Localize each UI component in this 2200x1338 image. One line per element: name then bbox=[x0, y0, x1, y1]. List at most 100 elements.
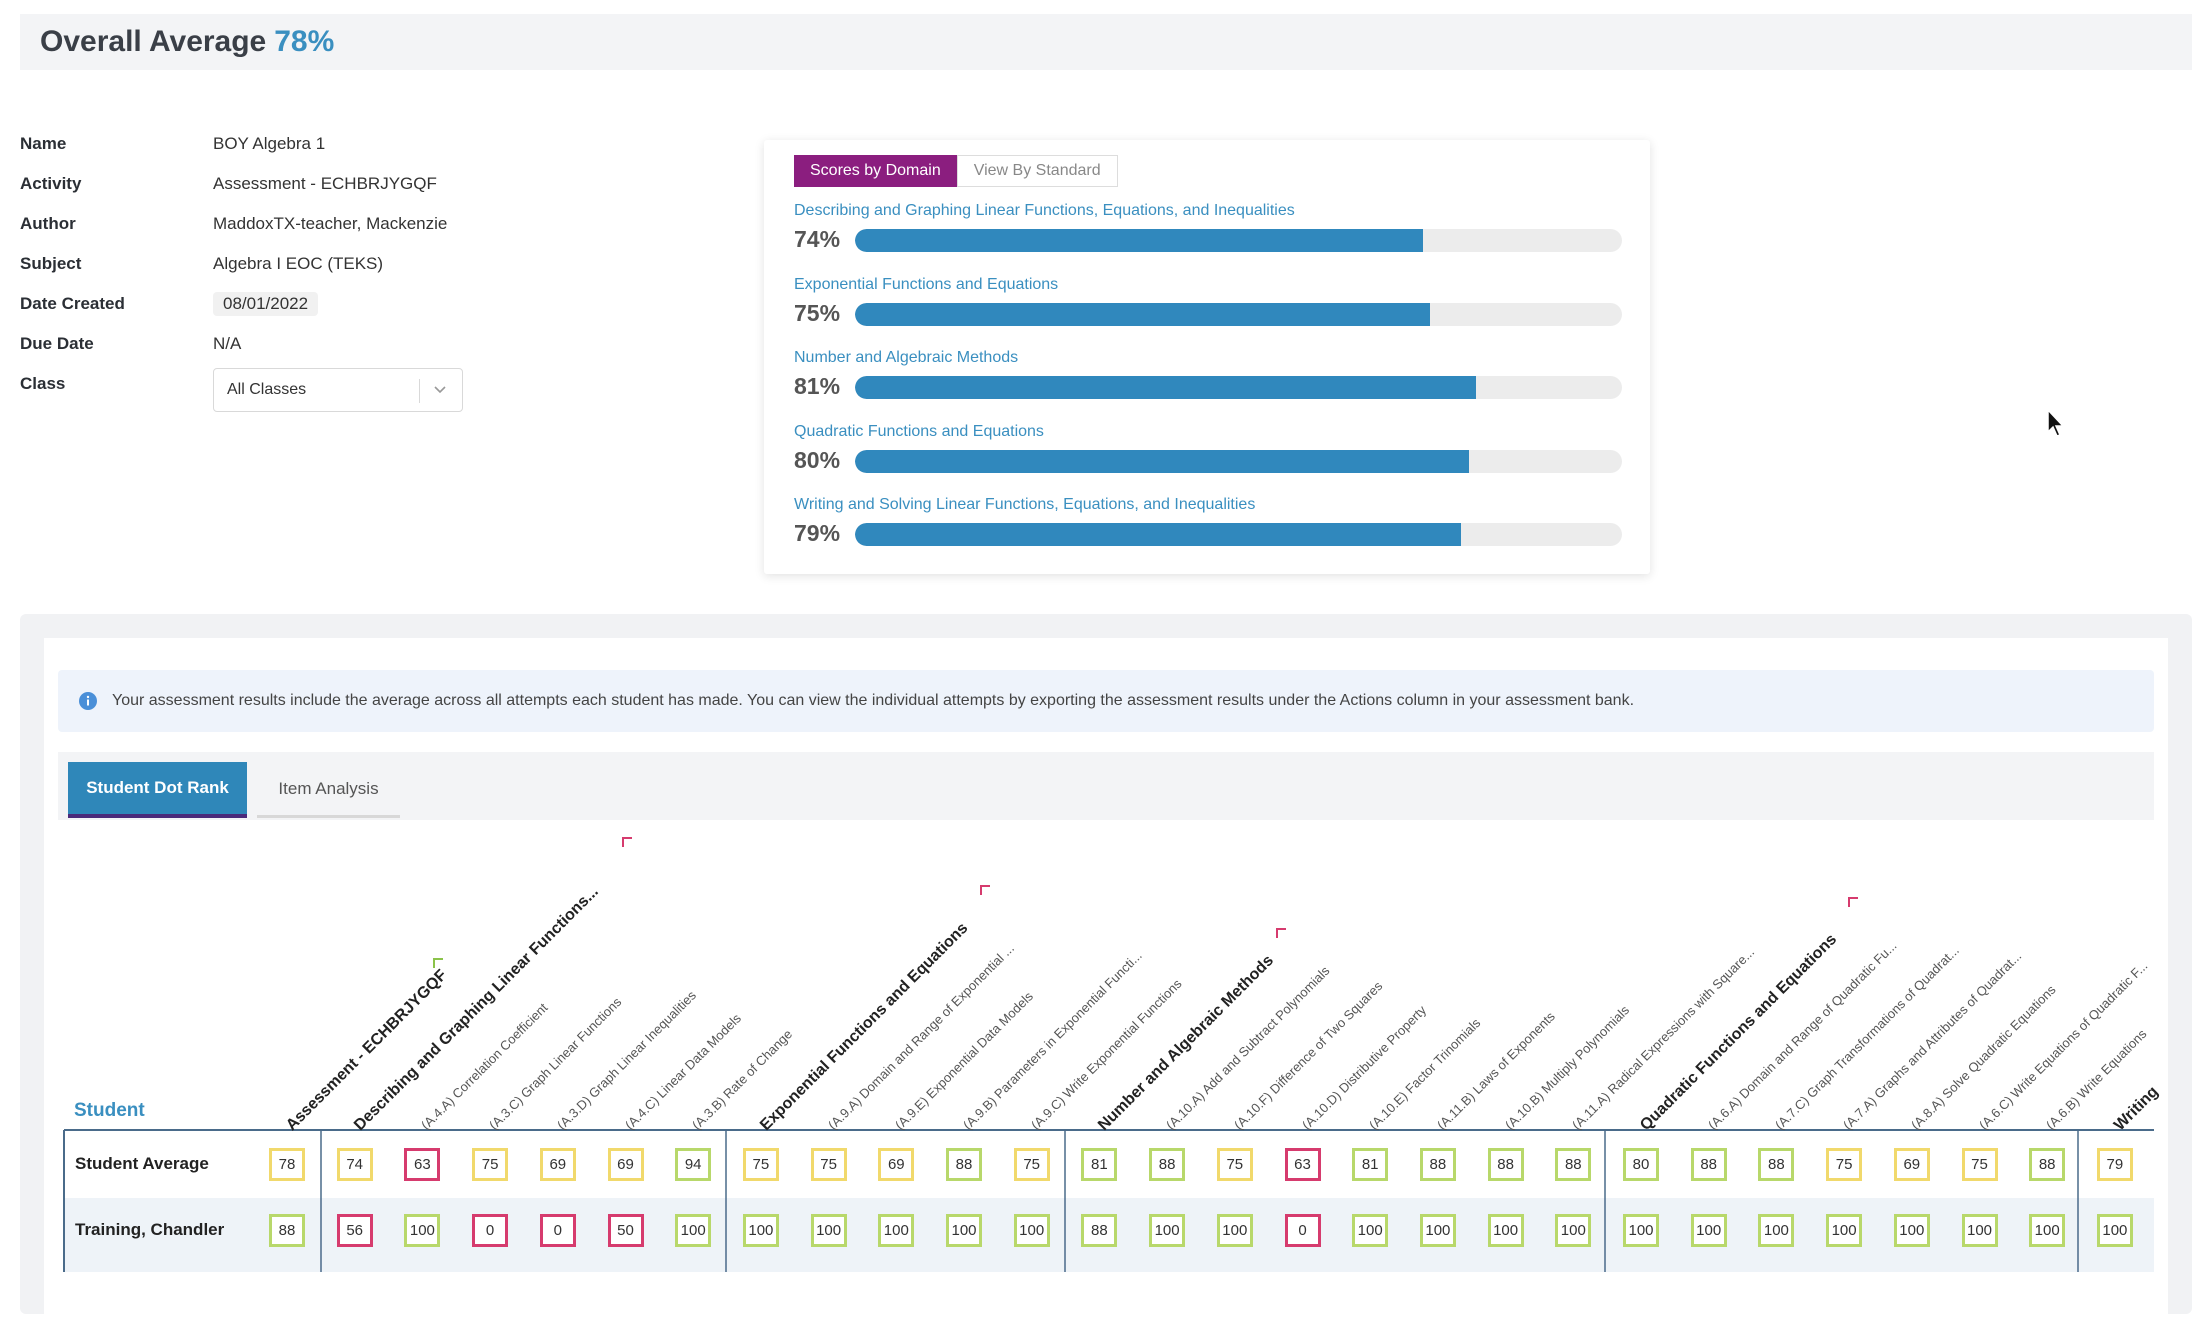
score-box[interactable]: 63 bbox=[1284, 1148, 1321, 1181]
domain-percent: 79% bbox=[794, 520, 841, 546]
score-box[interactable]: 94 bbox=[675, 1148, 712, 1181]
score-box[interactable]: 100 bbox=[404, 1214, 441, 1247]
domain-name: Quadratic Functions and Equations bbox=[794, 422, 1044, 440]
info-row-author: Author MaddoxTX-teacher, Mackenzie bbox=[20, 214, 520, 254]
score-box[interactable]: 69 bbox=[1893, 1148, 1930, 1181]
score-box[interactable]: 0 bbox=[1284, 1214, 1321, 1247]
domain-progress-bar bbox=[855, 229, 1622, 252]
score-box[interactable]: 100 bbox=[1758, 1214, 1795, 1247]
tab-student-dot-rank[interactable]: Student Dot Rank bbox=[68, 762, 247, 818]
score-box[interactable]: 100 bbox=[742, 1214, 779, 1247]
domain-progress-bar bbox=[855, 376, 1622, 399]
domain-progress-fill bbox=[855, 376, 1477, 399]
score-box[interactable]: 80 bbox=[1623, 1148, 1659, 1181]
score-box[interactable]: 75 bbox=[810, 1148, 847, 1181]
score-box[interactable]: 81 bbox=[1081, 1148, 1118, 1181]
assessment-info: Name BOY Algebra 1 Activity Assessment -… bbox=[20, 134, 520, 414]
info-row-date-created: Date Created 08/01/2022 bbox=[20, 292, 520, 334]
student-dot-rank-table: Student Assessment - ECHBRJYGQF Describin… bbox=[63, 836, 2162, 1272]
flag-icon bbox=[979, 885, 990, 896]
score-box[interactable]: 100 bbox=[1826, 1214, 1863, 1247]
score-box[interactable]: 100 bbox=[1419, 1214, 1456, 1247]
info-row-activity: Activity Assessment - ECHBRJYGQF bbox=[20, 174, 520, 214]
info-value: N/A bbox=[213, 334, 242, 353]
score-box[interactable]: 100 bbox=[1216, 1214, 1253, 1247]
select-divider bbox=[419, 379, 420, 403]
score-box[interactable]: 69 bbox=[607, 1148, 644, 1181]
info-icon bbox=[79, 692, 97, 710]
score-box[interactable]: 74 bbox=[336, 1148, 373, 1181]
info-value: MaddoxTX-teacher, Mackenzie bbox=[213, 214, 448, 233]
overall-average-value: 78% bbox=[274, 25, 335, 58]
domain-progress-bar bbox=[855, 523, 1622, 546]
student-name[interactable]: Student Average bbox=[75, 1154, 209, 1173]
score-box[interactable]: 50 bbox=[607, 1214, 644, 1247]
score-box[interactable]: 63 bbox=[404, 1148, 441, 1181]
domain-name: Writing and Solving Linear Functions, Eq… bbox=[794, 496, 1256, 513]
score-box[interactable]: 88 bbox=[1555, 1148, 1592, 1181]
info-label: Author bbox=[20, 214, 76, 233]
score-box[interactable]: 75 bbox=[1826, 1148, 1863, 1181]
score-box[interactable]: 88 bbox=[1690, 1148, 1727, 1181]
score-box[interactable]: 100 bbox=[1352, 1214, 1389, 1247]
score-box[interactable]: 88 bbox=[1149, 1148, 1186, 1181]
info-value: BOY Algebra 1 bbox=[213, 134, 326, 153]
student-name[interactable]: Training, Chandler bbox=[75, 1220, 225, 1239]
results-tabs: Student Dot Rank Item Analysis bbox=[58, 752, 2154, 820]
score-box[interactable]: 100 bbox=[946, 1214, 982, 1247]
score-box[interactable]: 100 bbox=[1893, 1214, 1930, 1247]
score-box[interactable]: 81 bbox=[1352, 1148, 1389, 1181]
score-box[interactable]: 0 bbox=[539, 1214, 576, 1247]
info-value: Algebra I EOC (TEKS) bbox=[213, 254, 384, 273]
score-box[interactable]: 69 bbox=[878, 1148, 915, 1181]
score-box[interactable]: 0 bbox=[472, 1214, 509, 1247]
score-box[interactable]: 100 bbox=[878, 1214, 915, 1247]
score-box[interactable]: 79 bbox=[2096, 1148, 2133, 1181]
score-box[interactable]: 88 bbox=[1758, 1148, 1795, 1181]
score-box[interactable]: 100 bbox=[1961, 1214, 1998, 1247]
score-box[interactable]: 69 bbox=[539, 1148, 576, 1181]
score-box[interactable]: 88 bbox=[2029, 1148, 2066, 1181]
score-box[interactable]: 100 bbox=[1149, 1214, 1186, 1247]
scores-by-domain-button[interactable]: Scores by Domain bbox=[794, 155, 957, 187]
score-box[interactable]: 100 bbox=[2029, 1214, 2066, 1247]
info-label: Activity bbox=[20, 174, 82, 193]
score-box[interactable]: 100 bbox=[1555, 1214, 1592, 1247]
score-box[interactable]: 88 bbox=[946, 1148, 982, 1181]
domain-progress-fill bbox=[855, 229, 1423, 252]
score-box[interactable]: 75 bbox=[1961, 1148, 1998, 1181]
domain-progress-fill bbox=[855, 449, 1469, 473]
class-select-value: All Classes bbox=[227, 381, 307, 398]
info-label: Subject bbox=[20, 254, 82, 273]
score-box[interactable]: 78 bbox=[269, 1148, 305, 1181]
info-row-name: Name BOY Algebra 1 bbox=[20, 134, 520, 174]
info-label: Name bbox=[20, 134, 67, 153]
domain-progress-fill bbox=[855, 523, 1461, 546]
score-box[interactable]: 56 bbox=[336, 1214, 373, 1247]
results-panel: Your assessment results include the aver… bbox=[20, 614, 2192, 1338]
info-row-due-date: Due Date N/A bbox=[20, 334, 520, 374]
domain-percent: 74% bbox=[794, 226, 841, 252]
info-label: Due Date bbox=[20, 334, 94, 353]
score-box[interactable]: 75 bbox=[1216, 1148, 1253, 1181]
view-by-standard-button[interactable]: View By Standard bbox=[956, 155, 1118, 187]
class-select[interactable]: All Classes bbox=[213, 368, 463, 412]
info-row-class: Class All Classes bbox=[20, 368, 520, 414]
flag-icon bbox=[1847, 897, 1858, 908]
score-box[interactable]: 100 bbox=[1013, 1214, 1050, 1247]
score-box[interactable]: 100 bbox=[1487, 1214, 1524, 1247]
score-box[interactable]: 100 bbox=[675, 1214, 712, 1247]
score-box[interactable]: 100 bbox=[2096, 1214, 2133, 1247]
domain-view-toggle: Scores by Domain View By Standard bbox=[794, 155, 1118, 187]
score-box[interactable]: 88 bbox=[1487, 1148, 1524, 1181]
score-box[interactable]: 100 bbox=[810, 1214, 847, 1247]
score-box[interactable]: 75 bbox=[472, 1148, 509, 1181]
score-box[interactable]: 88 bbox=[269, 1214, 305, 1247]
score-box[interactable]: 100 bbox=[1623, 1214, 1659, 1247]
score-box[interactable]: 100 bbox=[1690, 1214, 1727, 1247]
score-box[interactable]: 88 bbox=[1419, 1148, 1456, 1181]
score-box[interactable]: 88 bbox=[1081, 1214, 1118, 1247]
score-box[interactable]: 75 bbox=[1013, 1148, 1050, 1181]
score-box[interactable]: 75 bbox=[742, 1148, 779, 1181]
tab-item-analysis[interactable]: Item Analysis bbox=[257, 762, 400, 818]
